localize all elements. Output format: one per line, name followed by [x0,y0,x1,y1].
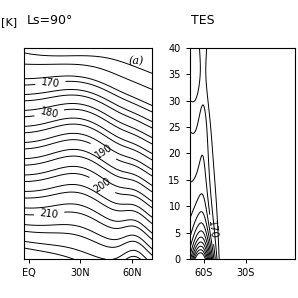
Text: Ls=90°: Ls=90° [27,14,73,27]
Text: 170: 170 [41,77,60,89]
Text: 190: 190 [93,142,114,160]
Text: 200: 200 [92,176,113,195]
Text: [K]: [K] [1,17,18,27]
Text: (a): (a) [128,56,143,66]
Text: 210: 210 [39,208,59,220]
Text: 170: 170 [206,220,218,239]
Text: TES: TES [191,14,215,27]
Text: 180: 180 [39,106,59,120]
